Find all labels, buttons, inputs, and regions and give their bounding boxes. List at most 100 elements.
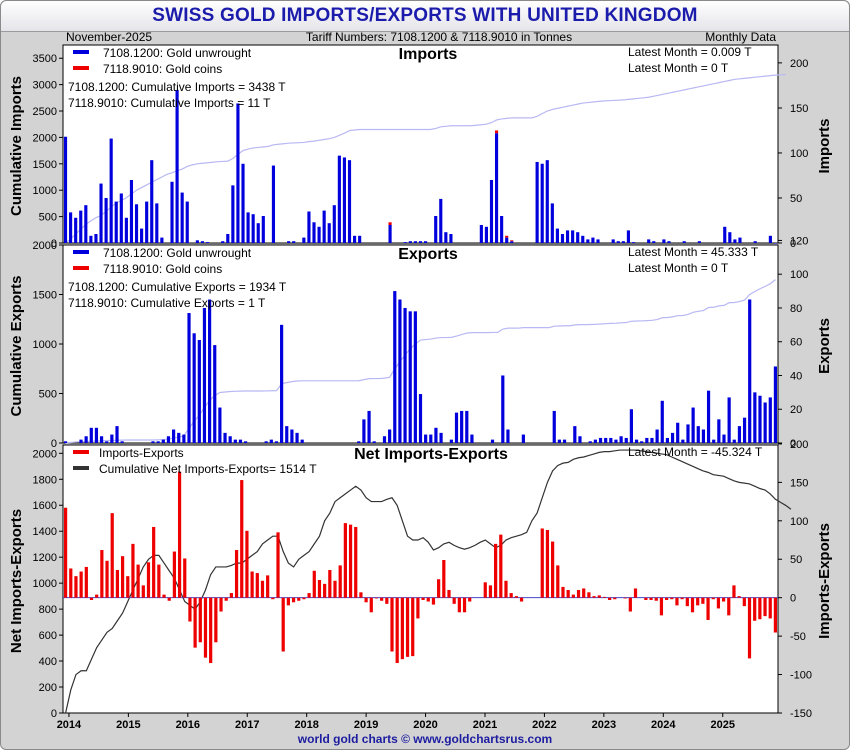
- bar: [388, 224, 392, 243]
- y-right-tick-label: 150: [790, 103, 808, 115]
- bar: [195, 240, 199, 243]
- bar: [727, 597, 731, 616]
- bar: [136, 564, 140, 598]
- bar: [633, 588, 638, 598]
- bar: [312, 222, 316, 243]
- bar: [302, 597, 306, 600]
- y-left-tick-label: 0: [51, 238, 57, 250]
- bar: [712, 439, 716, 443]
- y-right-tick-label: 100: [790, 516, 808, 528]
- bar: [608, 597, 612, 600]
- bar: [479, 224, 483, 243]
- y-left-axis-title: Net Imports-Exports: [8, 509, 25, 653]
- bar: [332, 205, 336, 243]
- panels: 0500100015002000250030003500050100150200…: [8, 44, 833, 731]
- bar: [198, 597, 202, 643]
- bar: [545, 530, 550, 598]
- bar: [364, 597, 368, 603]
- y-left-tick-label: 3000: [33, 80, 57, 92]
- bar: [733, 239, 737, 243]
- tariff-numbers: Tariff Numbers: 7108.1200 & 7118.9010 in…: [306, 30, 572, 44]
- y-left-tick-label: 0: [51, 708, 57, 720]
- bar: [634, 439, 639, 443]
- x-tick-label: 2021: [473, 719, 497, 731]
- x-tick-label: 2019: [354, 719, 378, 731]
- bar: [74, 217, 78, 243]
- y-right-axis-title: Imports-Exports: [816, 523, 833, 639]
- bar: [183, 558, 187, 598]
- legend-swatch: [73, 266, 89, 270]
- bar: [670, 597, 674, 600]
- bar: [337, 155, 341, 243]
- bar: [571, 594, 575, 598]
- bar: [550, 203, 554, 243]
- bar: [354, 526, 358, 598]
- bar: [160, 237, 164, 243]
- bar: [228, 436, 232, 443]
- bar: [95, 594, 99, 598]
- x-tick-label: 2024: [651, 719, 676, 731]
- bar: [670, 432, 675, 443]
- bar: [84, 205, 88, 243]
- bar: [162, 594, 166, 598]
- bar: [447, 589, 451, 598]
- bar: [566, 589, 570, 598]
- y-left-tick-label: 1000: [33, 185, 57, 197]
- bar: [418, 241, 423, 243]
- bar: [742, 597, 746, 607]
- bar: [706, 597, 710, 620]
- bar: [327, 223, 331, 243]
- bar: [576, 589, 581, 598]
- bar: [393, 291, 397, 443]
- bar: [256, 223, 260, 243]
- bar: [682, 241, 686, 243]
- bar: [287, 241, 291, 243]
- bar: [732, 585, 736, 598]
- bar: [582, 588, 586, 598]
- bar: [505, 235, 509, 238]
- bar: [685, 597, 689, 607]
- bar: [120, 556, 125, 598]
- bar: [140, 228, 144, 243]
- bar: [680, 597, 684, 600]
- bar: [400, 597, 404, 660]
- panel-title: Imports: [399, 46, 458, 63]
- bar: [442, 560, 446, 598]
- bar: [551, 541, 555, 598]
- bar: [390, 597, 394, 652]
- bar: [156, 441, 160, 443]
- bar: [79, 439, 83, 443]
- bar: [696, 426, 700, 443]
- bar: [613, 597, 617, 600]
- bar: [650, 437, 654, 443]
- bar: [655, 429, 659, 443]
- y-left-tick-label: 1500: [33, 290, 57, 302]
- cumulative-line: [65, 449, 792, 714]
- bar: [307, 593, 311, 598]
- bar: [188, 597, 192, 622]
- bar: [89, 597, 94, 600]
- panel-exports: 0500100015002000020406080100120Cumulativ…: [8, 235, 833, 450]
- bar: [167, 597, 171, 601]
- bar: [596, 239, 600, 243]
- bar: [145, 201, 149, 243]
- bar: [374, 597, 379, 599]
- bar: [560, 234, 565, 243]
- bar: [535, 161, 539, 243]
- bar: [388, 222, 392, 225]
- bar: [468, 597, 472, 602]
- bar: [431, 597, 436, 605]
- bar: [454, 412, 459, 443]
- y-right-tick-label: 50: [790, 554, 802, 566]
- bar: [640, 441, 644, 443]
- x-tick-label: 2017: [235, 719, 259, 731]
- legend-swatch: [73, 450, 89, 454]
- bar: [738, 237, 742, 243]
- bar: [763, 597, 767, 617]
- bar: [166, 436, 171, 443]
- bar: [89, 427, 93, 443]
- y-left-tick-label: 1500: [33, 159, 57, 171]
- x-tick-label: 2020: [413, 719, 437, 731]
